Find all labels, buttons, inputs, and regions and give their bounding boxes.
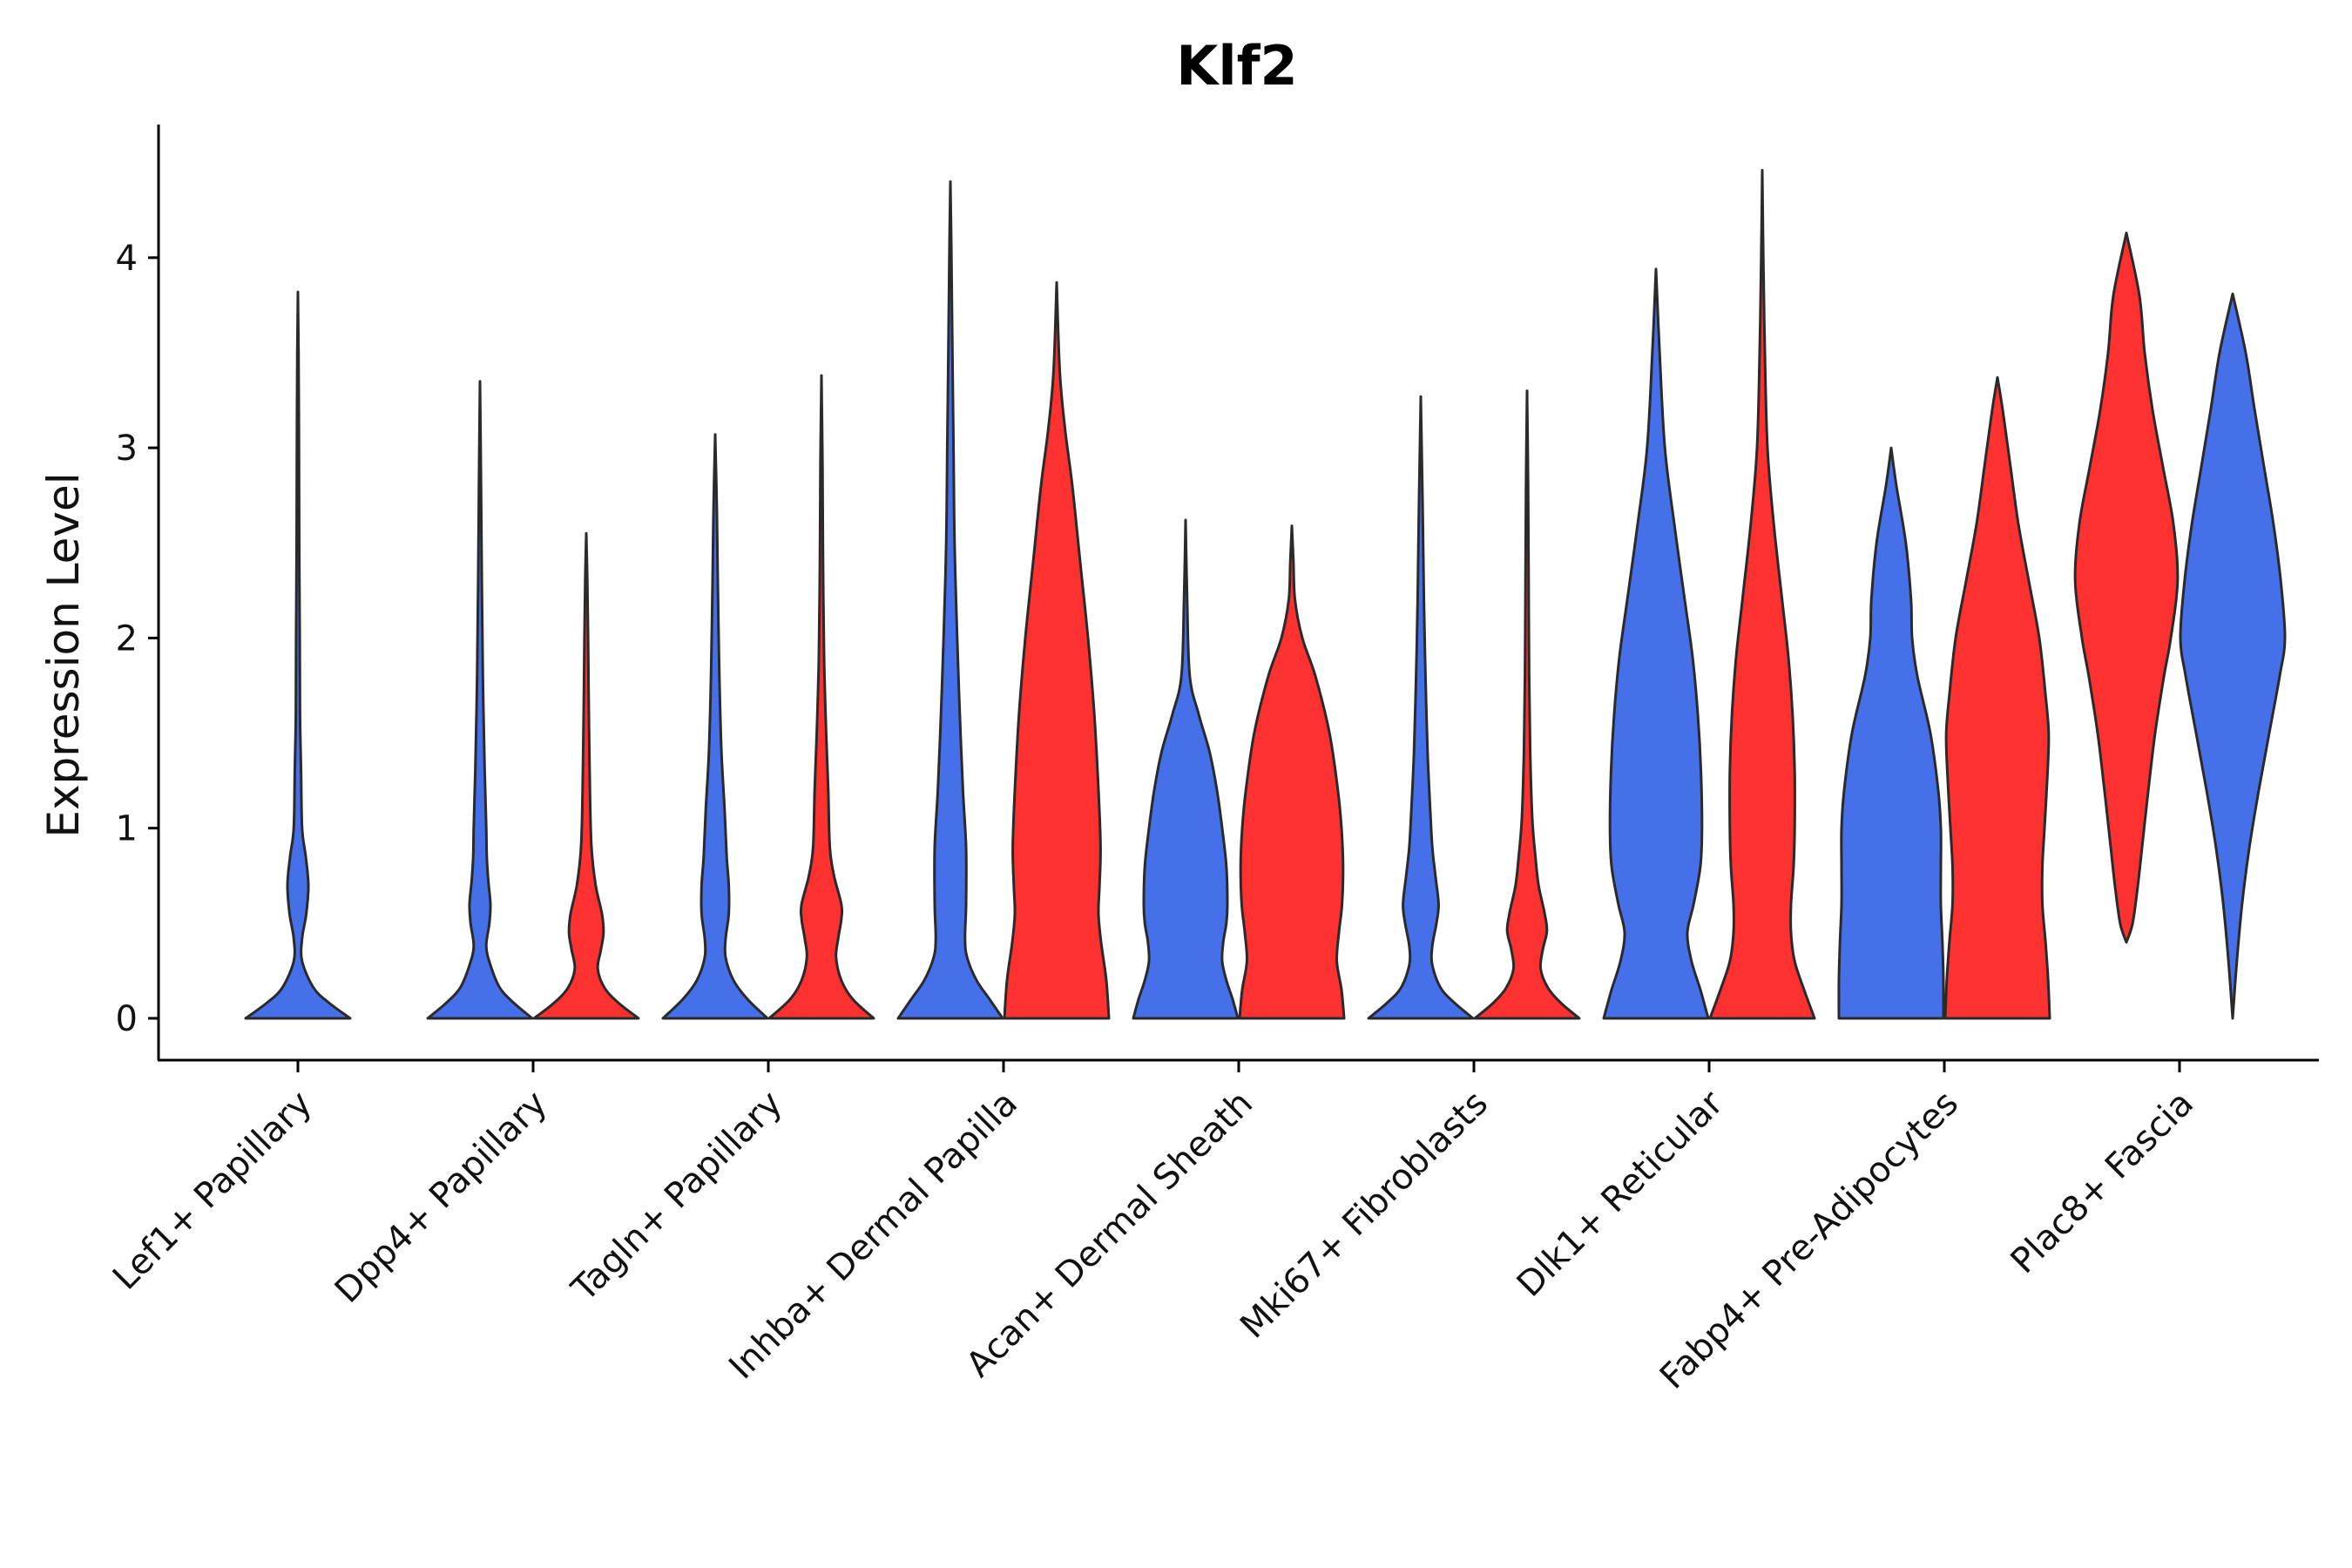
violin-dpp4-papillary-group-2 bbox=[532, 531, 640, 1020]
violin-inhba-dermal-papilla-group-2 bbox=[1003, 280, 1111, 1020]
violin-acan-dermal-sheath-group-2 bbox=[1238, 524, 1346, 1020]
violin-mki67-fibroblasts-group-1 bbox=[1367, 395, 1475, 1020]
violin-plac8-fascia-group-3 bbox=[2179, 292, 2287, 1020]
x-tick-label-plac8-fascia: Plac8+ Fascia bbox=[2004, 1084, 2202, 1282]
y-tick-label: 3 bbox=[116, 429, 138, 469]
y-tick-label: 0 bbox=[116, 999, 138, 1039]
violin-tagln-papillary-group-1 bbox=[661, 433, 769, 1020]
y-tick-label: 2 bbox=[116, 618, 138, 659]
y-tick-label: 1 bbox=[116, 809, 138, 849]
violin-dlk1-reticular-group-2 bbox=[1708, 168, 1816, 1020]
x-tick-label-mki67-fibroblasts: Mki67+ Fibroblasts bbox=[1233, 1084, 1496, 1347]
violin-fabp4-pre-adipocytes-group-1 bbox=[1837, 446, 1945, 1020]
y-tick-label: 4 bbox=[116, 239, 138, 279]
x-tick-label-dlk1-reticular: Dlk1+ Reticular bbox=[1510, 1083, 1732, 1305]
x-ticks: Lef1+ Papillary Dpp4+ Papillary Tagln+ Pap… bbox=[105, 1060, 2201, 1397]
x-tick-label-dpp4-papillary: Dpp4+ Papillary bbox=[328, 1084, 555, 1311]
violin-dlk1-reticular-group-1 bbox=[1602, 267, 1710, 1020]
x-tick-label-tagln-papillary: Tagln+ Papillary bbox=[564, 1084, 790, 1310]
violin-inhba-dermal-papilla-group-1 bbox=[896, 180, 1004, 1020]
violin-acan-dermal-sheath-group-1 bbox=[1132, 518, 1240, 1020]
violins-layer bbox=[244, 168, 2287, 1020]
violin-tagln-papillary-group-2 bbox=[767, 374, 875, 1020]
y-axis-label: Expression Level bbox=[38, 472, 89, 837]
chart-title: Klf2 bbox=[1176, 34, 1297, 98]
violin-plac8-fascia-group-2 bbox=[2073, 231, 2180, 944]
violin-dpp4-papillary-group-1 bbox=[426, 380, 534, 1020]
violin-mki67-fibroblasts-group-2 bbox=[1473, 389, 1581, 1020]
violin-lef1-papillary-group-1 bbox=[244, 290, 352, 1020]
y-ticks: 0 1 2 3 4 bbox=[116, 239, 159, 1039]
violin-fabp4-pre-adipocytes-group-2 bbox=[1943, 375, 2051, 1020]
x-tick-label-lef1-papillary: Lef1+ Papillary bbox=[105, 1084, 320, 1298]
